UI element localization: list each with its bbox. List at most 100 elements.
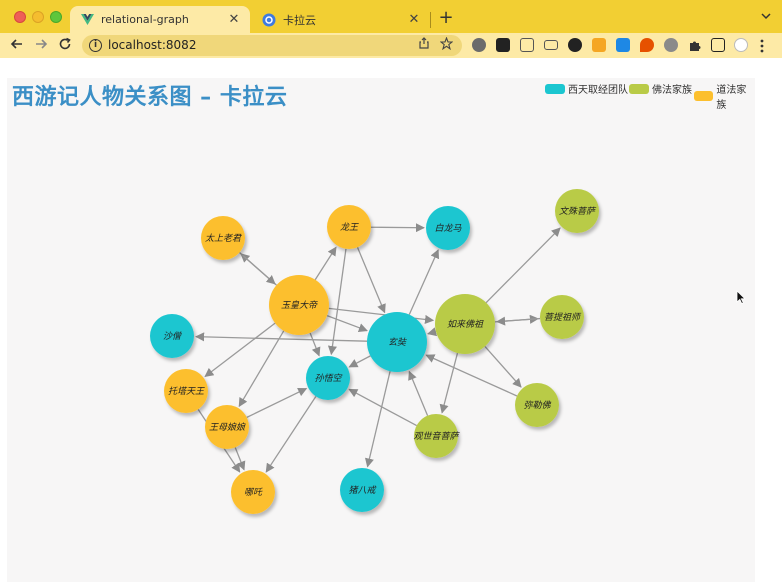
extension-icon[interactable] <box>640 38 654 52</box>
graph-node-nezha[interactable]: 哪吒 <box>231 470 275 514</box>
graph-node-bailongma[interactable]: 白龙马 <box>426 206 470 250</box>
tab-kalayun[interactable]: 卡拉云 ✕ <box>252 6 430 33</box>
extension-icon[interactable] <box>664 38 678 52</box>
puzzle-icon[interactable] <box>688 38 702 52</box>
forward-button[interactable] <box>31 36 51 56</box>
url-text: localhost:8082 <box>108 38 197 52</box>
graph-link-yuhuang-xuanzang <box>326 314 368 333</box>
graph-link-yuhuang-rulai <box>328 307 435 324</box>
back-button[interactable] <box>7 36 27 56</box>
extension-icon[interactable] <box>616 38 630 52</box>
vue-logo-icon <box>80 13 94 27</box>
legend-item[interactable]: 西天取经团队 <box>545 81 628 96</box>
mail-icon[interactable] <box>544 40 558 50</box>
graph-link-longwang-bailongma <box>370 223 425 233</box>
graph-node-circle[interactable] <box>515 383 559 427</box>
graph-node-tuota[interactable]: 托塔天王 <box>164 369 208 413</box>
notion-icon[interactable] <box>496 38 510 52</box>
graph-node-guanyin[interactable]: 观世音菩萨 <box>413 414 460 458</box>
graph-node-circle[interactable] <box>269 275 329 335</box>
bookmark-star-icon[interactable] <box>438 36 454 53</box>
close-tab-icon[interactable]: ✕ <box>228 11 240 27</box>
graph-link-xuanzang-sunwukong <box>348 355 371 368</box>
graph-link-yuhuang-wangmu <box>238 330 285 408</box>
graph-node-xuanzang[interactable]: 玄奘 <box>367 312 427 372</box>
graph-node-wangmu[interactable]: 王母娘娘 <box>205 405 249 449</box>
graph-node-label: 弥勒佛 <box>523 400 551 411</box>
extension-icon[interactable] <box>520 38 534 52</box>
close-window-button[interactable] <box>14 11 26 23</box>
legend-item[interactable]: 佛法家族 <box>629 81 692 96</box>
page-content: 西游记人物关系图 – 卡拉云 西天取经团队 佛法家族 道法家族 太上老君 龙王 白龙… <box>7 78 755 582</box>
graph-node-circle[interactable] <box>205 405 249 449</box>
legend-label: 西天取经团队 <box>568 85 628 96</box>
graph-node-sunwukong[interactable]: 孙悟空 <box>306 356 350 400</box>
maximize-window-button[interactable] <box>50 11 62 23</box>
graph-node-circle[interactable] <box>435 294 495 354</box>
graph-node-circle[interactable] <box>306 356 350 400</box>
graph-node-circle[interactable] <box>327 205 371 249</box>
chevron-down-icon[interactable] <box>760 10 774 24</box>
graph-node-circle[interactable] <box>340 468 384 512</box>
info-icon[interactable]: i <box>89 39 102 52</box>
graph-node-taishang[interactable]: 太上老君 <box>201 216 245 260</box>
graph-node-label: 龙王 <box>340 222 359 233</box>
graph-node-circle[interactable] <box>367 312 427 372</box>
graph-link-guanyin-xuanzang <box>408 370 429 416</box>
graph-node-label: 哪吒 <box>244 487 263 498</box>
graph-link-xuanzang-zhubajie <box>364 371 391 468</box>
graph-node-label: 如来佛祖 <box>447 319 484 330</box>
graph-node-zhubajie[interactable]: 猪八戒 <box>340 468 384 512</box>
graph-node-wenshu[interactable]: 文殊菩萨 <box>555 189 599 233</box>
graph-node-circle[interactable] <box>201 216 245 260</box>
graph-node-label: 玄奘 <box>388 337 408 348</box>
arrow-right-icon <box>36 39 48 49</box>
extension-icon[interactable] <box>592 38 606 52</box>
minimize-window-button[interactable] <box>32 11 44 23</box>
graph-node-mile[interactable]: 弥勒佛 <box>515 383 559 427</box>
graph-node-label: 太上老君 <box>205 233 242 244</box>
legend-swatch <box>545 83 565 94</box>
graph-node-circle[interactable] <box>540 295 584 339</box>
tab-title: 卡拉云 <box>283 13 316 27</box>
graph-node-circle[interactable] <box>164 369 208 413</box>
legend-swatch <box>629 83 649 94</box>
graph-node-label: 沙僧 <box>163 331 182 342</box>
graph-node-circle[interactable] <box>150 314 194 358</box>
extension-icon[interactable] <box>568 38 582 52</box>
address-bar[interactable]: i localhost:8082 <box>82 35 462 56</box>
graph-node-circle[interactable] <box>426 206 470 250</box>
extension-icon[interactable] <box>472 38 486 52</box>
graph-node-rulai[interactable]: 如来佛祖 <box>435 294 495 354</box>
tab-relational-graph[interactable]: relational-graph ✕ <box>70 6 250 33</box>
graph-link-rulai-mile <box>484 345 522 388</box>
new-tab-button[interactable]: + <box>438 7 454 28</box>
graph-node-yuhuang[interactable]: 玉皇大帝 <box>269 275 329 335</box>
graph-link-taishang-yuhuang <box>239 252 276 285</box>
close-tab-icon[interactable]: ✕ <box>408 11 420 27</box>
graph-link-yuhuang-tuota <box>204 322 276 378</box>
graph-node-longwang[interactable]: 龙王 <box>327 205 371 249</box>
graph-node-shaseng[interactable]: 沙僧 <box>150 314 194 358</box>
graph-link-yuhuang-sunwukong <box>309 332 321 357</box>
graph-node-puti[interactable]: 菩提祖师 <box>540 295 584 339</box>
graph-node-label: 菩提祖师 <box>544 312 582 323</box>
graph-link-longwang-sunwukong <box>327 248 347 356</box>
graph-node-circle[interactable] <box>231 470 275 514</box>
graph-node-circle[interactable] <box>414 414 458 458</box>
graph-link-xuanzang-shaseng <box>195 332 368 342</box>
graph-node-circle[interactable] <box>555 189 599 233</box>
graph-node-label: 玉皇大帝 <box>281 300 318 311</box>
mouse-cursor-icon <box>736 290 746 304</box>
graph-node-label: 孙悟空 <box>314 373 342 384</box>
legend-item[interactable]: 道法家族 <box>694 81 755 111</box>
avatar[interactable] <box>734 38 748 52</box>
graph-node-label: 猪八戒 <box>348 485 376 496</box>
sidebar-icon[interactable] <box>711 38 725 52</box>
reload-button[interactable] <box>55 36 75 56</box>
share-icon[interactable] <box>416 37 432 53</box>
more-menu-icon[interactable] <box>760 38 774 53</box>
graph-link-wangmu-sunwukong <box>246 387 308 418</box>
